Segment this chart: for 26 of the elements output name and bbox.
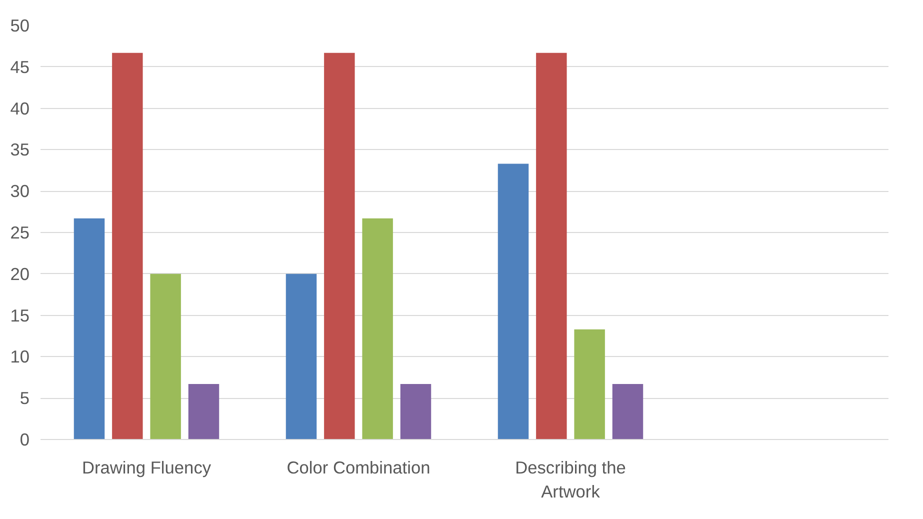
y-tick-label: 20 [10,264,30,284]
bar [324,52,355,440]
bar [286,274,317,440]
y-tick-label: 0 [20,430,30,450]
bar [574,329,605,440]
bar [74,218,105,440]
bar [400,384,432,440]
bar [612,384,644,440]
bar [498,164,529,440]
y-tick-label: 10 [10,346,30,367]
y-tick-label: 25 [10,222,30,242]
x-tick-label: Color Combination [286,458,430,478]
y-tick-label: 40 [10,98,30,118]
x-tick-label: Drawing Fluency [82,458,212,478]
x-tick-label: Describing the Artwork [515,458,626,502]
bar [536,52,567,440]
y-tick-label: 30 [10,181,30,202]
bar [188,384,220,440]
bar [362,218,393,440]
y-tick-label: 15 [10,305,30,326]
y-tick-label: 35 [10,140,30,160]
bar [150,274,181,440]
y-tick-label: 45 [10,56,30,77]
bar [112,52,143,440]
y-tick-label: 5 [20,388,30,408]
y-tick-label: 50 [10,16,30,36]
